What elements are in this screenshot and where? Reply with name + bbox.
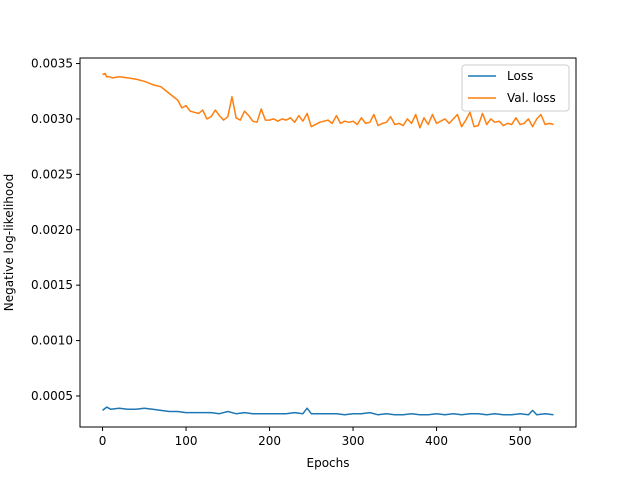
x-tick-label: 200 xyxy=(258,434,281,448)
y-axis-ticks: 0.0005 0.0010 0.0015 0.0020 0.0025 0.0030 0.00… xyxy=(31,57,80,403)
y-tick-label: 0.0030 xyxy=(31,112,73,126)
x-tick-label: 0 xyxy=(99,434,107,448)
x-axis-label: Epochs xyxy=(307,456,350,470)
x-tick-label: 100 xyxy=(175,434,198,448)
x-tick-label: 400 xyxy=(425,434,448,448)
y-tick-label: 0.0035 xyxy=(31,57,73,71)
y-tick-label: 0.0015 xyxy=(31,278,73,292)
legend: Loss Val. loss xyxy=(461,64,570,112)
series-line-val-loss xyxy=(102,72,554,129)
y-tick-label: 0.0005 xyxy=(31,389,73,403)
y-tick-label: 0.0025 xyxy=(31,167,73,181)
plot-area xyxy=(102,72,554,416)
series-line-loss xyxy=(102,406,554,416)
y-tick-label: 0.0010 xyxy=(31,334,73,348)
x-tick-label: 300 xyxy=(342,434,365,448)
legend-label: Loss xyxy=(507,69,533,83)
y-axis-label: Negative log-likelihood xyxy=(2,174,16,311)
axes-frame xyxy=(79,57,577,428)
y-tick-label: 0.0020 xyxy=(31,223,73,237)
x-tick-label: 500 xyxy=(509,434,532,448)
legend-label: Val. loss xyxy=(507,91,556,105)
x-axis-ticks: 0 100 200 300 400 500 xyxy=(99,427,532,448)
